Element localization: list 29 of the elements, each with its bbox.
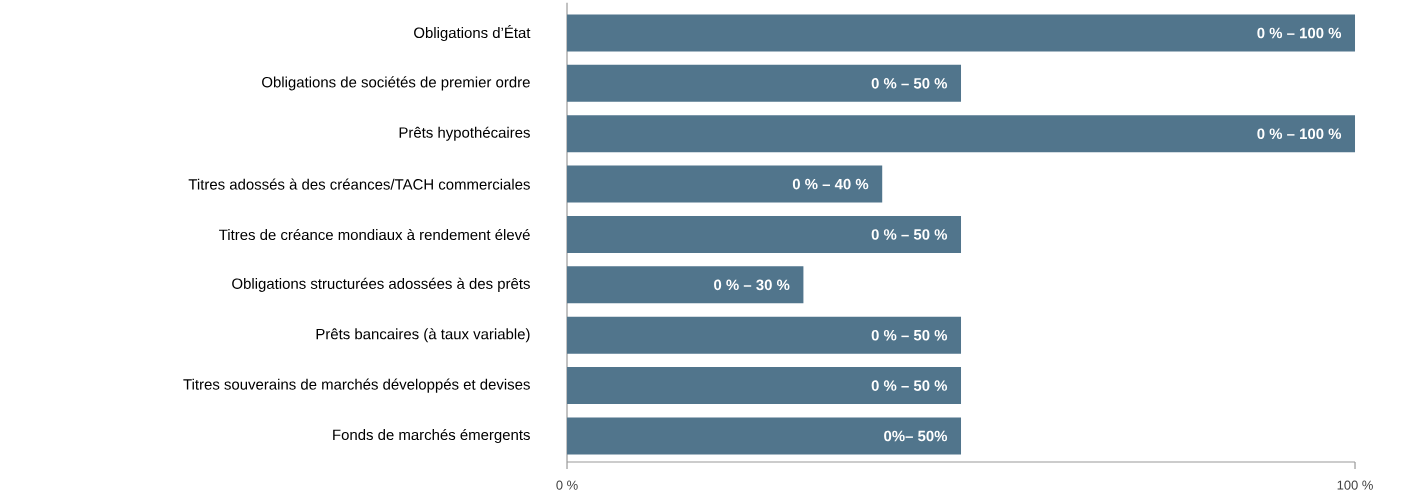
bar bbox=[567, 14, 1356, 52]
bar bbox=[567, 417, 962, 455]
y-tick-label: Fonds de marchés émergents bbox=[333, 428, 530, 444]
annotation: 0 % – 40 % bbox=[792, 178, 869, 190]
annotation: 0 % – 50 % bbox=[871, 229, 948, 240]
annotation: 0 % – 30 % bbox=[714, 279, 790, 291]
y-tick-label: Obligations de sociétés de premier ordre bbox=[262, 76, 530, 91]
x-tick-label: 100 % bbox=[1337, 480, 1373, 490]
y-tick-label: Titres adossés à des créances/TACH commerciales bbox=[188, 178, 530, 190]
bar bbox=[567, 215, 962, 253]
annotation: 0%– 50% bbox=[884, 430, 948, 442]
y-tick-label: Obligations d’État bbox=[414, 24, 531, 42]
annotation: 0 % – 50 % bbox=[871, 380, 948, 391]
bar bbox=[567, 266, 804, 304]
annotation: 0 % – 50 % bbox=[871, 329, 948, 341]
bar bbox=[567, 316, 962, 354]
x-tick-label: 0 % bbox=[556, 480, 578, 490]
annotation: 0 % – 50 % bbox=[871, 78, 948, 89]
bar bbox=[567, 64, 962, 102]
bar bbox=[567, 115, 1356, 153]
bar bbox=[567, 367, 962, 405]
y-tick-label: Obligations structurées adossées à des prêts bbox=[232, 277, 530, 292]
y-tick-label: Titres souverains de marchés développés et devises bbox=[183, 378, 530, 393]
annotation: 0 % – 100 % bbox=[1257, 128, 1342, 140]
y-tick-label: Prêts bancaires (à taux variable) bbox=[316, 328, 530, 343]
annotation: 0 % – 100 % bbox=[1257, 27, 1342, 39]
bar bbox=[567, 165, 883, 203]
y-tick-label: Prêts hypothécaires bbox=[399, 126, 530, 141]
y-tick-label: Titres de créance mondiaux à rendement élevé bbox=[219, 228, 530, 241]
